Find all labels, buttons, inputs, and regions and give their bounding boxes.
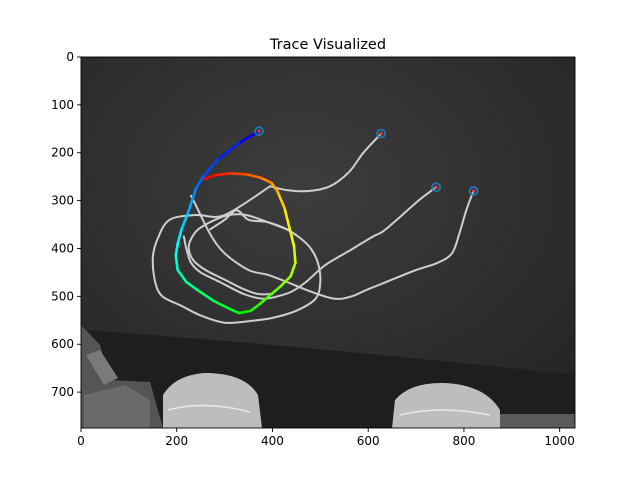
trace-segment [176,228,183,245]
endpoint-markers [254,126,479,196]
trace-segment [259,176,273,185]
image-area [81,57,575,428]
y-tick-label: 0 [66,50,74,64]
trace-segment [203,173,217,181]
y-tick-label: 400 [51,241,74,255]
endpoint-marker [376,128,387,139]
trace-segment [190,187,198,202]
endpoint-marker-center [257,129,261,133]
x-tick-label: 800 [452,434,475,448]
cable [182,186,438,300]
axes-frame [80,56,576,429]
trace-segment [201,158,219,178]
trace-segment [270,181,279,193]
trace-segment [249,302,262,313]
cable [269,132,383,193]
trace-segment [198,290,216,303]
trace-segment [216,141,241,162]
endpoint-marker [431,182,442,193]
y-axis: 0 100 200 300 400 500 600 700 [51,50,81,399]
y-tick-label: 700 [51,385,74,399]
x-tick-label: 400 [261,434,284,448]
trace-segment [289,261,297,278]
x-tick-label: 600 [357,434,380,448]
x-tick-label: 200 [165,434,188,448]
x-axis: 0 200 400 600 800 1000 [77,428,575,448]
chart-title: Trace Visualized [269,37,386,53]
trace-segment [237,309,253,315]
trace-segment [275,189,286,210]
cable [187,213,288,296]
endpoint-marker [468,186,479,196]
trace-segment [270,284,283,296]
cable [190,190,475,300]
trace-segment [180,213,189,231]
endpoint-marker-center [471,189,476,193]
endpoint-marker-center [434,185,438,189]
y-tick-label: 500 [51,289,74,303]
background-photo [81,57,575,428]
x-tick-label: 1000 [544,434,575,448]
trace-segment [279,274,292,288]
trace-segment [259,292,273,305]
traced-path [174,129,297,315]
y-tick-label: 300 [51,194,74,208]
trace-segment [292,244,297,265]
trace-segment [227,307,241,315]
endpoint-marker [254,126,264,137]
trace-segment [287,225,296,248]
trace-segment [283,206,291,229]
x-tick-label: 0 [77,434,85,448]
trace-segment [174,242,179,257]
y-tick-label: 100 [51,98,74,112]
trace-segment [244,172,262,179]
trace-segment [185,280,202,293]
trace-segment [194,175,205,190]
y-tick-label: 200 [51,146,74,160]
endpoint-marker-center [379,131,383,136]
cables-layer [151,132,475,324]
trace-segment [213,172,231,177]
trace-segment [228,172,248,176]
y-tick-label: 600 [51,337,74,351]
trace-segment [185,199,194,217]
trace-segment [176,268,188,284]
trace-segment [212,299,230,310]
trace-segment [174,254,179,272]
